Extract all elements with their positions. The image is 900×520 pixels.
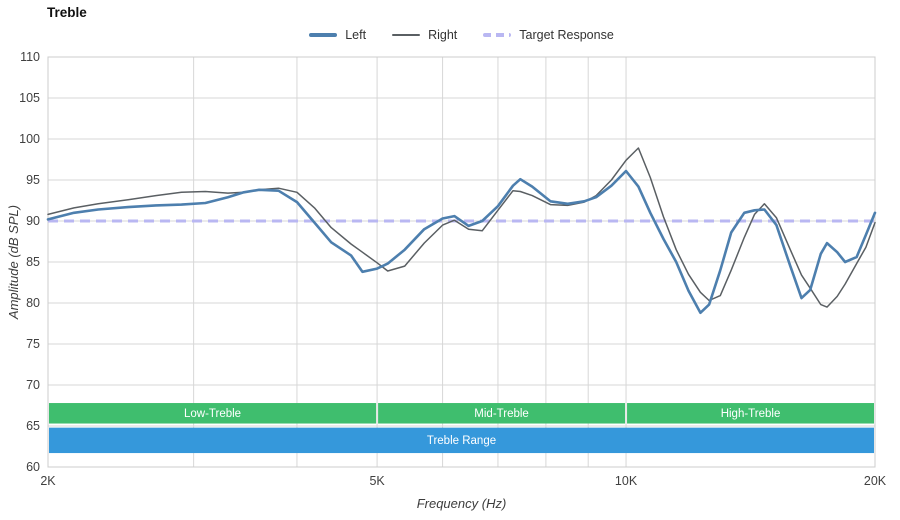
y-tick-label: 90	[26, 214, 40, 228]
band-label-high-treble: High-Treble	[721, 408, 781, 420]
y-tick-label: 110	[20, 50, 40, 64]
band-label-mid-treble: Mid-Treble	[474, 408, 529, 420]
curve-left	[46, 169, 877, 315]
band-high-treble	[627, 403, 874, 424]
y-axis-title: Amplitude (dB SPL)	[6, 204, 21, 320]
band-mid-treble	[378, 403, 626, 424]
y-tick-label: 100	[19, 132, 40, 146]
y-tick-label: 75	[26, 337, 40, 351]
legend-item-target-response[interactable]: Target Response	[483, 28, 614, 42]
y-tick-label: 80	[26, 296, 40, 310]
y-tick-label: 60	[26, 460, 40, 474]
legend-label-left: Left	[345, 28, 367, 42]
x-axis-title: Frequency (Hz)	[416, 496, 507, 511]
plot-border	[47, 56, 876, 468]
right-line-swatch	[392, 34, 421, 36]
legend: Left Right Target Response	[48, 26, 875, 44]
y-tick-label: 65	[26, 419, 40, 433]
band-label-low-treble: Low-Treble	[184, 408, 241, 420]
y-tick-label: 85	[26, 255, 40, 269]
legend-item-left[interactable]: Left	[309, 28, 366, 42]
x-tick-label: 5K	[369, 474, 385, 488]
chart-title: Treble	[47, 5, 87, 20]
legend-label-target-response: Target Response	[519, 28, 614, 42]
y-tick-label: 70	[26, 378, 40, 392]
y-tick-label: 105	[19, 91, 40, 105]
legend-item-right[interactable]: Right	[392, 28, 457, 42]
x-tick-label: 20K	[864, 474, 887, 488]
curve-right	[47, 147, 876, 308]
x-tick-label: 10K	[615, 474, 638, 488]
x-tick-label: 2K	[40, 474, 56, 488]
left-line-swatch	[309, 33, 338, 37]
y-tick-label: 95	[26, 173, 40, 187]
band-low-treble	[49, 403, 377, 424]
target-response-swatch	[483, 33, 512, 37]
legend-label-right: Right	[428, 28, 458, 42]
band-treble-range	[49, 427, 874, 454]
band-label-treble-range: Treble Range	[427, 435, 496, 447]
